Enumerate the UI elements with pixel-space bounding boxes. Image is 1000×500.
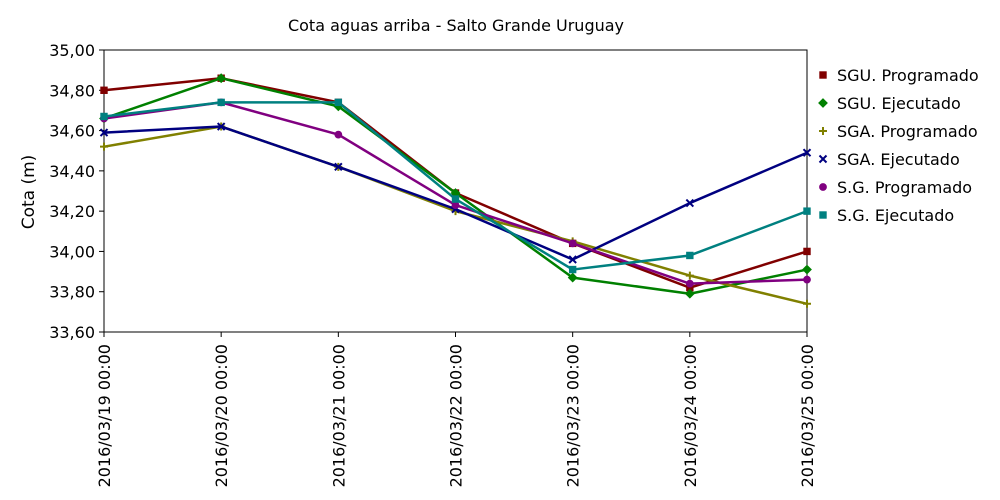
- series-line: [103, 76, 808, 289]
- legend-marker: [819, 71, 827, 79]
- data-point: [568, 255, 577, 264]
- data-point: [802, 264, 812, 275]
- data-point: [334, 130, 343, 139]
- y-tick-label: 34,20: [49, 202, 95, 221]
- data-point: [216, 122, 226, 131]
- series-2: [99, 73, 812, 299]
- series-line: [103, 76, 808, 295]
- y-tick-label: 34,60: [49, 122, 95, 141]
- axis-ticks: 33,60 33,80 34,00 34,20 34,40 34,60 34,80 35,00…: [49, 41, 817, 487]
- data-point: [217, 98, 225, 107]
- x-tick-label: 2016/03/24 00:00: [681, 344, 700, 487]
- data-point: [686, 251, 694, 260]
- legend-label: SGU. Ejecutado: [837, 94, 961, 113]
- legend-marker: [819, 183, 827, 191]
- series-layer: [99, 73, 812, 308]
- y-tick-label: 34,40: [49, 162, 95, 181]
- x-tick-label: 2016/03/20 00:00: [212, 344, 231, 487]
- chart-title: Cota aguas arriba - Salto Grande Uruguay: [288, 16, 624, 35]
- data-point: [803, 207, 811, 215]
- data-point: [685, 279, 694, 288]
- legend: SGU. Programado SGU. Ejecutado SGA. Progra…: [818, 66, 979, 225]
- legend-marker: [818, 98, 828, 108]
- series-3: [100, 122, 811, 308]
- legend-item: SGA. Ejecutado: [818, 150, 960, 169]
- data-point: [99, 128, 109, 137]
- data-point: [216, 73, 227, 84]
- legend-label: S.G. Ejecutado: [837, 206, 954, 225]
- data-point: [100, 86, 108, 94]
- legend-item: SGU. Programado: [819, 66, 979, 85]
- data-point: [568, 265, 577, 274]
- legend-item: SGA. Programado: [819, 122, 978, 141]
- data-point: [100, 112, 108, 121]
- data-point: [334, 162, 343, 172]
- data-point: [684, 288, 695, 299]
- data-point: [802, 148, 812, 157]
- data-point: [334, 98, 343, 107]
- series-6: [100, 98, 811, 274]
- x-tick-label: 2016/03/21 00:00: [329, 344, 348, 487]
- x-tick-label: 2016/03/19 00:00: [95, 344, 114, 487]
- y-tick-label: 33,60: [49, 323, 95, 342]
- legend-label: SGA. Ejecutado: [837, 150, 960, 169]
- legend-label: SGU. Programado: [837, 66, 979, 85]
- legend-marker: [819, 211, 827, 219]
- data-point: [685, 198, 695, 208]
- x-tick-label: 2016/03/22 00:00: [447, 344, 466, 487]
- y-tick-label: 34,80: [49, 81, 95, 100]
- legend-label: SGA. Programado: [837, 122, 978, 141]
- legend-item: S.G. Ejecutado: [819, 206, 954, 225]
- y-tick-label: 33,80: [49, 283, 95, 302]
- y-tick-label: 34,00: [49, 242, 95, 261]
- data-point: [803, 299, 811, 308]
- data-point: [568, 239, 577, 248]
- x-tick-label: 2016/03/23 00:00: [564, 344, 583, 487]
- legend-marker: [819, 127, 827, 135]
- series-1: [100, 74, 811, 292]
- series-line: [103, 125, 808, 306]
- legend-label: S.G. Programado: [837, 178, 972, 197]
- data-point: [803, 247, 811, 256]
- y-axis-label: Cota (m): [19, 155, 39, 230]
- legend-marker: [818, 154, 828, 164]
- x-tick-label: 2016/03/25 00:00: [798, 344, 817, 487]
- y-tick-label: 35,00: [49, 41, 95, 60]
- data-point: [803, 275, 811, 284]
- data-point: [567, 272, 578, 283]
- legend-item: SGU. Ejecutado: [818, 94, 961, 113]
- legend-item: S.G. Programado: [819, 178, 972, 197]
- data-point: [685, 271, 694, 280]
- data-point: [100, 142, 108, 151]
- data-point: [451, 195, 460, 203]
